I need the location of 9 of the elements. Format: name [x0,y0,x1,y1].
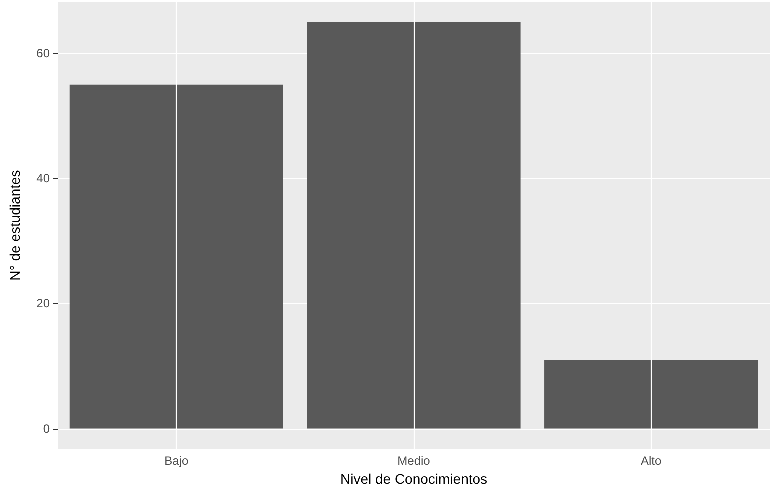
x-tick-label: Bajo [164,454,189,468]
x-tick-label: Medio [398,454,431,468]
x-tick-label: Alto [640,454,662,468]
y-tick-label: 20 [36,296,50,311]
y-tick-label: 40 [36,172,50,186]
y-tick-label: 0 [43,422,50,436]
x-axis-title: Nivel de Conocimientos [340,471,488,487]
y-axis-title: N° de estudiantes [7,170,23,281]
y-tick-label: 60 [36,46,50,61]
